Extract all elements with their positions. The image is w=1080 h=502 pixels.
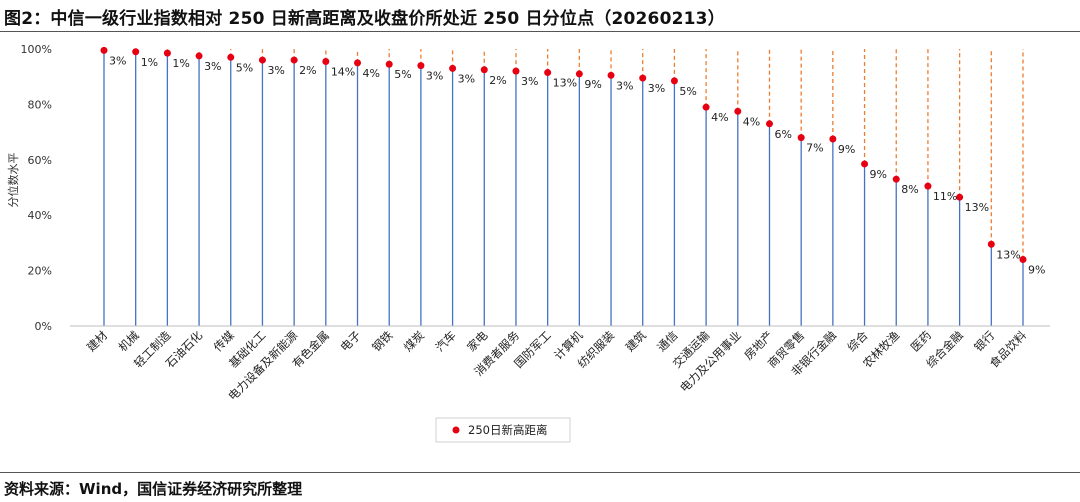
data-label: 9% — [584, 78, 601, 91]
data-label: 3% — [204, 60, 221, 73]
category-label: 综合 — [845, 328, 872, 355]
legend-marker — [452, 426, 460, 434]
data-point — [163, 49, 171, 57]
data-point — [956, 193, 964, 201]
source-note: 资料来源：Wind，国信证券经济研究所整理 — [4, 480, 303, 498]
data-label: 5% — [394, 68, 411, 81]
category-label: 煤炭 — [401, 328, 427, 354]
data-labels: 3% 1% 1% 3% 5% 3% 2% 14% 4% 5% 3% 3% 2% 3% 13% 9% 3% 3% 5%… — [109, 54, 1045, 276]
category-label: 家电 — [464, 328, 491, 355]
data-point — [354, 59, 362, 67]
data-point — [512, 67, 520, 75]
data-point — [385, 60, 393, 68]
title-rule — [0, 31, 1080, 32]
category-label: 建材 — [84, 328, 111, 355]
category-label: 医药 — [908, 328, 934, 354]
data-point — [797, 134, 805, 142]
data-point — [417, 62, 425, 70]
data-point — [480, 66, 488, 74]
legend: 250日新高距离 — [435, 417, 571, 443]
data-point — [829, 135, 837, 143]
figure-title: 图2：中信一级行业指数相对 250 日新高距离及收盘价所处近 250 日分位点（… — [4, 9, 725, 29]
data-label: 3% — [648, 82, 665, 95]
data-label: 9% — [838, 143, 855, 156]
footer-rule — [0, 472, 1080, 473]
data-label: 3% — [426, 70, 443, 83]
data-point — [1019, 256, 1027, 264]
y-tick-label: 0% — [35, 320, 52, 333]
data-point — [100, 46, 108, 54]
data-label: 1% — [141, 56, 158, 69]
data-label: 13% — [996, 248, 1020, 261]
data-point — [892, 175, 900, 183]
data-point — [258, 56, 266, 64]
data-point — [449, 64, 457, 72]
y-tick-label: 60% — [28, 154, 52, 167]
category-label: 钢铁 — [369, 328, 396, 355]
data-label: 13% — [965, 201, 989, 214]
category-label: 电子 — [337, 328, 363, 354]
data-label: 3% — [521, 75, 538, 88]
series-stems — [103, 50, 1024, 326]
category-label: 传媒 — [211, 328, 238, 355]
category-label: 通信 — [654, 328, 680, 354]
data-point — [607, 71, 615, 79]
data-label: 1% — [172, 57, 189, 70]
data-label: 13% — [553, 77, 577, 90]
data-point — [227, 53, 235, 61]
y-axis-label: 分位数水平 — [6, 153, 20, 208]
data-point — [544, 69, 552, 77]
data-label: 4% — [711, 111, 728, 124]
category-label: 银行 — [971, 328, 997, 354]
legend-label: 250日新高距离 — [468, 423, 547, 437]
data-label: 4% — [363, 67, 380, 80]
data-label: 3% — [267, 64, 284, 77]
data-label: 14% — [331, 65, 355, 78]
y-tick-label: 40% — [28, 209, 52, 222]
y-tick-label: 80% — [28, 98, 52, 111]
data-label: 4% — [743, 115, 760, 128]
data-point — [575, 70, 583, 78]
data-point — [195, 52, 203, 60]
data-point — [765, 120, 773, 128]
category-label: 建筑 — [623, 328, 650, 355]
data-point — [987, 240, 995, 248]
data-label: 8% — [901, 183, 918, 196]
y-tick-label: 20% — [28, 265, 52, 278]
data-label: 11% — [933, 190, 957, 203]
data-point — [670, 77, 678, 85]
data-label: 3% — [616, 79, 633, 92]
chart-area: 分位数水平 0% 20% 40% 60% 80% 100% 3% 1% 1% 3% 5% 3% 2% 1… — [6, 43, 1050, 443]
data-label: 7% — [806, 142, 823, 155]
category-label: 汽车 — [433, 328, 459, 354]
data-label: 5% — [679, 85, 696, 98]
data-label: 9% — [1028, 264, 1045, 277]
data-point — [322, 57, 330, 65]
y-tick-label: 100% — [21, 43, 52, 56]
data-point — [290, 56, 298, 64]
series-points — [100, 46, 1027, 264]
data-point — [734, 107, 742, 115]
y-ticks: 0% 20% 40% 60% 80% 100% — [21, 43, 52, 333]
data-label: 5% — [236, 61, 253, 74]
data-point — [702, 103, 710, 111]
data-point — [639, 74, 647, 82]
data-label: 9% — [870, 168, 887, 181]
category-label: 机械 — [116, 328, 143, 355]
data-label: 3% — [109, 54, 126, 67]
data-point — [861, 160, 869, 168]
data-point — [924, 182, 932, 190]
data-point — [132, 48, 140, 56]
data-label: 2% — [299, 64, 316, 77]
data-label: 2% — [489, 74, 506, 87]
data-label: 6% — [774, 128, 791, 141]
data-label: 3% — [458, 72, 475, 85]
